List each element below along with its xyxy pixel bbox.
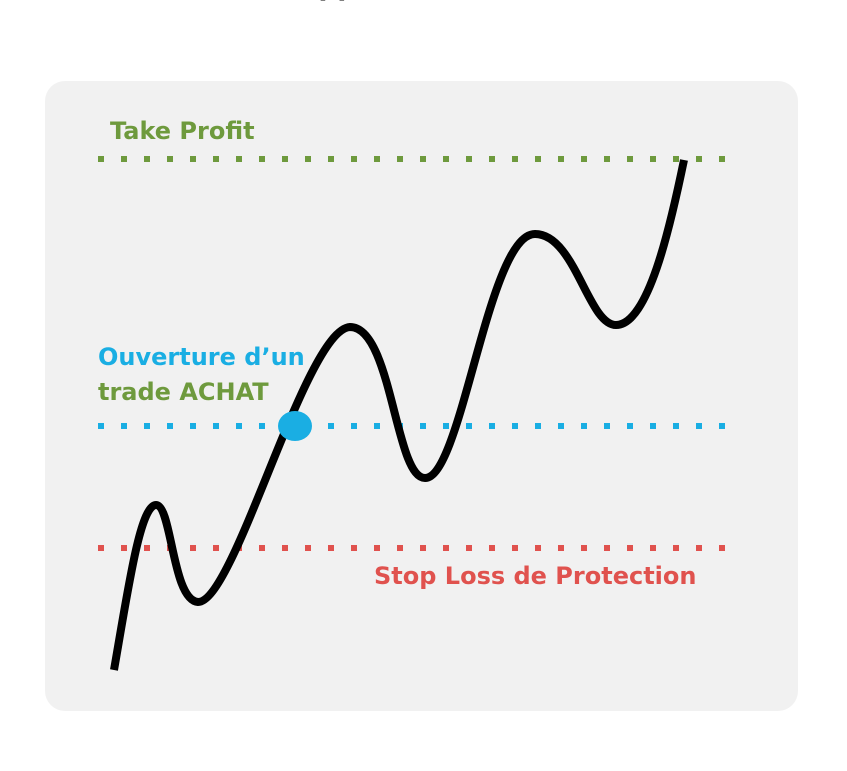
cropped-heading-text: · · [318, 0, 347, 10]
price-curve [110, 159, 688, 671]
open-trade-label-line2: trade ACHAT [98, 378, 269, 406]
cropped-heading-fragment: · · [0, 0, 847, 10]
take-profit-label: Take Profit [110, 117, 255, 145]
open-trade-label-line1: Ouverture d’un [98, 343, 305, 371]
entry-point-marker [278, 411, 312, 441]
stop-loss-label: Stop Loss de Protection [374, 562, 696, 590]
diagram-panel [45, 81, 798, 711]
